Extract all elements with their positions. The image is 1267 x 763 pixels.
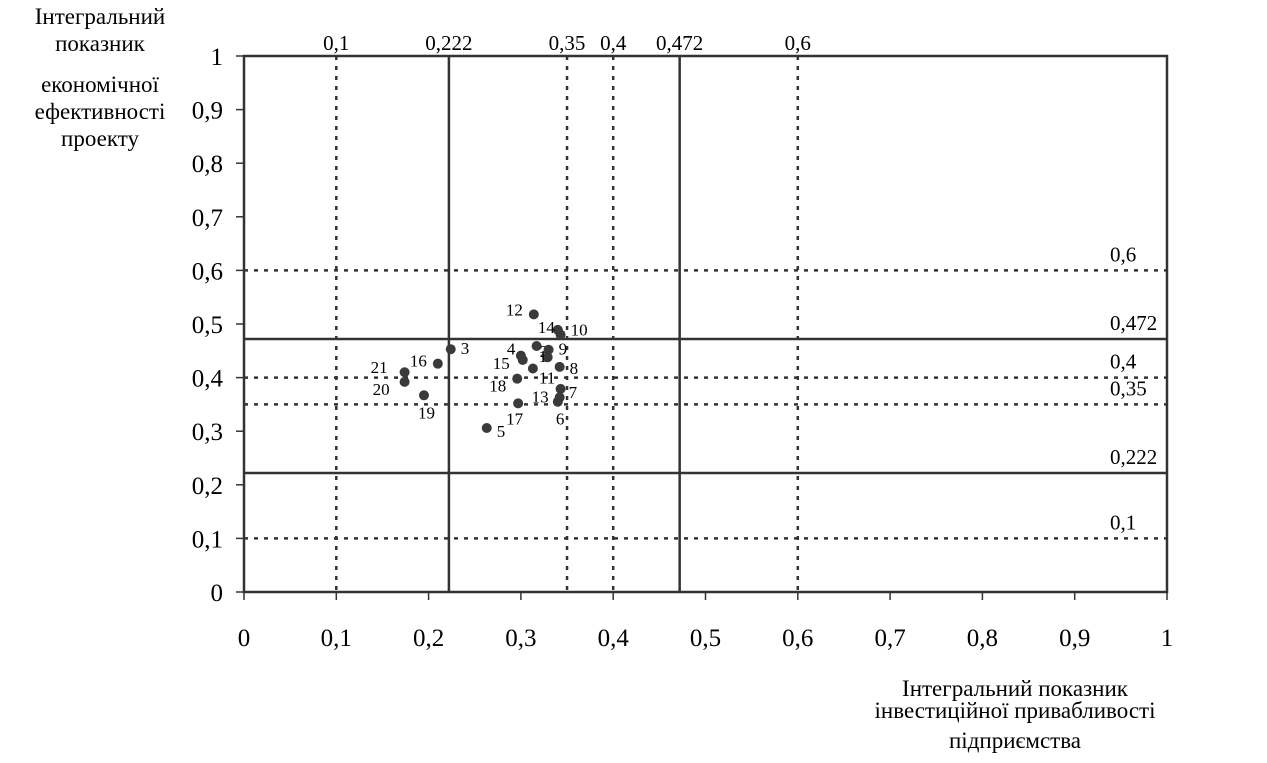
y-tick-label: 0,4 [192, 366, 224, 393]
x-axis-title-line: інвестиційної привабливості [874, 698, 1156, 723]
data-point-label: 10 [571, 321, 588, 340]
y-tick-label: 0,3 [192, 419, 223, 446]
data-point [531, 340, 542, 351]
y-axis-title: Інтегральний показник економічної ефекти… [0, 3, 200, 152]
x-tick-label: 0,3 [505, 625, 536, 652]
x-tick-label: 0,1 [321, 625, 352, 652]
y-axis-title-line: Інтегральний [34, 4, 166, 29]
y-tick-label: 0,6 [192, 258, 223, 285]
scatter-chart: 0 0,1 0,2 0,3 0,4 0,5 0,6 0,7 0,8 0,9 100,10,20,30… [192, 31, 1174, 652]
data-point [512, 373, 523, 384]
x-tick-label: 0,9 [1059, 625, 1090, 652]
data-point [528, 309, 539, 320]
vertical-threshold-label: 0,222 [425, 31, 472, 55]
data-point-label: 17 [506, 409, 523, 428]
data-point-label: 3 [461, 339, 470, 358]
data-point-label: 21 [371, 358, 388, 377]
data-point [552, 396, 563, 407]
horizontal-threshold-label: 0,472 [1110, 311, 1157, 335]
data-point-label: 12 [506, 300, 523, 319]
data-point-label: 20 [373, 380, 390, 399]
x-axis-title-line: Інтегральний показник [902, 676, 1128, 701]
data-point-label: 1 [539, 347, 548, 366]
data-point [555, 383, 566, 394]
vertical-threshold-label: 0,6 [785, 31, 811, 55]
data-point [399, 367, 410, 378]
x-tick-label: 1 [1161, 625, 1174, 652]
data-point-label: 5 [497, 422, 506, 441]
x-tick-label: 0,8 [967, 625, 998, 652]
data-point-label: 16 [410, 352, 427, 371]
data-point [555, 329, 566, 340]
data-point-label: 2 [540, 342, 549, 361]
data-point [513, 398, 524, 409]
y-axis-title-line: економічної [41, 72, 159, 97]
y-tick-label: 0,2 [192, 473, 223, 500]
data-point-label: 9 [559, 340, 568, 359]
vertical-threshold-label: 0,35 [549, 31, 586, 55]
horizontal-threshold-label: 0,35 [1110, 376, 1147, 400]
data-point-label: 8 [570, 359, 579, 378]
horizontal-threshold-label: 0,222 [1110, 445, 1157, 469]
vertical-threshold-label: 0,472 [656, 31, 703, 55]
y-axis-title-line: показник [55, 31, 145, 56]
y-tick-label: 0,5 [192, 312, 223, 339]
data-point [527, 363, 538, 374]
plot-frame [242, 54, 1169, 594]
data-point [399, 376, 410, 387]
y-tick-label: 0 [211, 580, 224, 607]
data-point-label: 19 [418, 403, 435, 422]
data-point-label: 14 [538, 318, 556, 337]
data-point-label: 18 [489, 377, 506, 396]
data-point [418, 390, 429, 401]
vertical-threshold-label: 0,1 [323, 31, 349, 55]
y-axis-title-line: проекту [61, 126, 139, 151]
x-tick-label: 0,5 [690, 625, 721, 652]
x-tick-label: 0,6 [782, 625, 813, 652]
y-tick-label: 0,8 [192, 151, 223, 178]
data-point [481, 422, 492, 433]
y-tick-label: 1 [211, 44, 224, 71]
horizontal-threshold-label: 0,1 [1110, 510, 1136, 534]
y-tick-label: 0,7 [192, 205, 223, 232]
data-point-label: 4 [507, 340, 516, 359]
x-axis-title-line: підприємства [949, 728, 1081, 753]
horizontal-threshold-label: 0,6 [1110, 242, 1136, 266]
x-axis-title: Інтегральний показник інвестиційної прив… [830, 676, 1200, 754]
x-tick-label: 0,2 [413, 625, 444, 652]
x-tick-label: 0,7 [874, 625, 905, 652]
data-point-label: 6 [556, 410, 565, 429]
x-tick-label: 0,4 [598, 625, 630, 652]
data-point-label: 15 [493, 354, 510, 373]
vertical-threshold-label: 0,4 [600, 31, 627, 55]
data-point [432, 358, 443, 369]
data-point [543, 344, 554, 355]
y-tick-label: 0,1 [192, 526, 223, 553]
data-point [445, 344, 456, 355]
data-point-label: 11 [539, 368, 555, 387]
y-axis-title-line: ефективності [34, 99, 166, 124]
data-point [542, 352, 553, 363]
data-point-label: 7 [569, 383, 578, 402]
x-tick-label: 0 [238, 625, 251, 652]
data-point-label: 13 [532, 387, 549, 406]
data-point [517, 354, 528, 365]
y-tick-label: 0,9 [192, 98, 223, 125]
horizontal-threshold-label: 0,4 [1110, 350, 1137, 374]
data-point [554, 361, 565, 372]
